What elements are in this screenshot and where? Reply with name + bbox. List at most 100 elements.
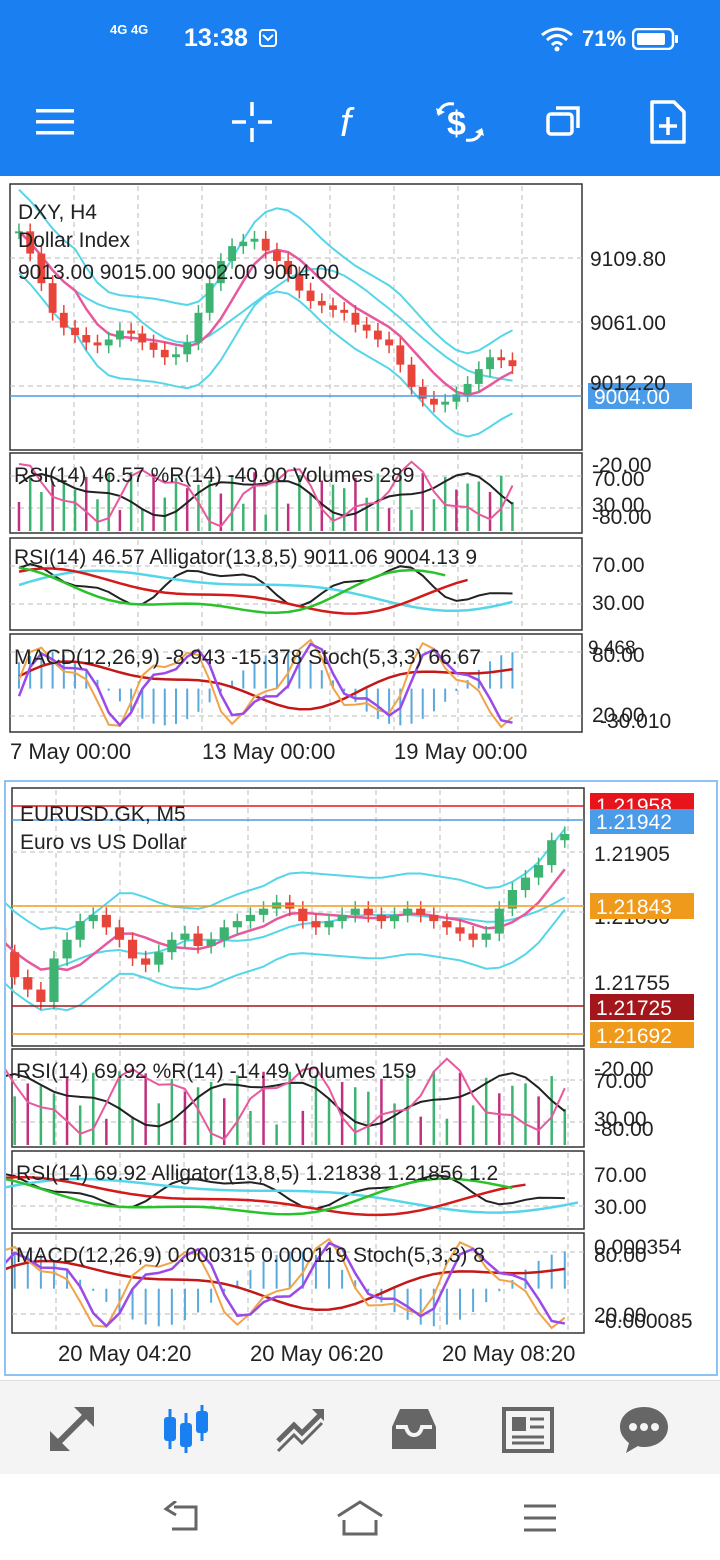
- crosshair-button[interactable]: [220, 90, 284, 154]
- eur-alligator-label: RSI(14) 69.92 Alligator(13,8,5) 1.21838 …: [16, 1162, 498, 1185]
- stoch-k-line: [18, 638, 514, 729]
- candle: [167, 939, 177, 953]
- dxy-description: Dollar Index: [18, 229, 131, 252]
- eur-main-frame: [11, 787, 585, 1047]
- status-time: 13:38: [184, 24, 248, 52]
- dxy-chart[interactable]: 9004.00 DXY, H4 Dollar Index 9013.00 901…: [0, 176, 720, 778]
- eur-price-badge-text: 1.21692: [596, 1025, 672, 1048]
- dxy-sub3-tick: 80.00: [592, 644, 645, 667]
- eur-sub2-tick: 30.00: [594, 1196, 647, 1219]
- candle: [88, 914, 98, 922]
- dxy-rsi-label: RSI(14) 46.57 %R(14) -40.00 Volumes 289: [14, 464, 414, 487]
- candle: [452, 394, 461, 402]
- candle: [486, 357, 494, 370]
- windows-icon: [546, 106, 580, 136]
- eur-price-badge-darkred: [590, 994, 694, 1020]
- eur-sub1-tick: -20.00: [594, 1058, 654, 1081]
- back-button[interactable]: [150, 1496, 210, 1540]
- dxy-symbol: DXY, H4: [18, 201, 97, 224]
- candle: [463, 383, 472, 395]
- candle: [59, 312, 68, 328]
- candle: [205, 283, 214, 313]
- candle: [160, 349, 169, 358]
- candle: [36, 989, 46, 1002]
- alligator-lips-line: [18, 566, 446, 615]
- menu-button[interactable]: [24, 90, 88, 154]
- candle: [49, 958, 59, 1002]
- nav-chart[interactable]: [156, 1399, 216, 1459]
- candle: [219, 927, 229, 940]
- eurusd-chart-window[interactable]: 1.21958 1.21942 1.21905 1.21830 1.21843 …: [0, 780, 718, 1376]
- candle: [298, 908, 308, 922]
- dxy-chart-window[interactable]: 9004.00 DXY, H4 Dollar Index 9013.00 901…: [0, 176, 720, 778]
- app-bar: 4G 4G 13:38 71% f $: [0, 0, 720, 176]
- chat-icon: [620, 1407, 668, 1453]
- function-icon: f: [340, 101, 355, 144]
- nav-trade[interactable]: [270, 1399, 330, 1459]
- eur-time-tick: 20 May 06:20: [250, 1341, 383, 1366]
- new-order-button[interactable]: [636, 90, 700, 154]
- candle: [82, 335, 91, 343]
- alligator-jaw-line: [18, 569, 513, 613]
- dxy-ohlc: 9013.00 9015.00 9002.00 9004.00: [18, 261, 339, 284]
- system-navigation: [0, 1474, 720, 1560]
- wifi-icon: [541, 27, 573, 52]
- candle: [193, 933, 203, 946]
- windows-button[interactable]: [532, 90, 596, 154]
- sim-icon: [259, 29, 277, 47]
- middle-band-line: [0, 896, 566, 971]
- dxy-price-tick: 9012.20: [590, 372, 666, 395]
- dxy-sub1-tick: -80.00: [592, 506, 652, 529]
- trade-button[interactable]: $: [428, 90, 492, 154]
- battery-icon: [632, 28, 678, 50]
- candle: [373, 330, 382, 340]
- candle: [497, 357, 506, 361]
- candle: [101, 914, 111, 928]
- news-icon: [502, 1407, 554, 1453]
- candle: [363, 908, 373, 915]
- alligator-teeth-line: [18, 567, 468, 615]
- upper-band-line: [0, 828, 566, 931]
- home-button[interactable]: [330, 1496, 390, 1540]
- nav-chat[interactable]: [614, 1399, 674, 1459]
- candle: [418, 386, 427, 399]
- alligator-jaw-line: [0, 1177, 579, 1214]
- candle: [26, 231, 35, 254]
- candle: [48, 283, 57, 313]
- candle: [239, 241, 248, 247]
- candle: [183, 342, 192, 355]
- eur-price-tick: 1.21905: [594, 843, 670, 866]
- candle: [520, 877, 531, 890]
- candle: [389, 914, 400, 922]
- nav-quotes[interactable]: [42, 1399, 102, 1459]
- candle: [138, 333, 147, 343]
- eurusd-chart[interactable]: 1.21958 1.21942 1.21905 1.21830 1.21843 …: [0, 782, 716, 1374]
- williams-r-line: [0, 1057, 566, 1141]
- candle: [337, 914, 347, 922]
- dxy-sub3-tick: 20.00: [592, 704, 645, 727]
- battery-percent: 71%: [582, 26, 627, 51]
- dxy-time-tick: 13 May 00:00: [202, 739, 335, 764]
- dxy-price-tick: 9061.00: [590, 312, 666, 335]
- dxy-main-frame: [9, 183, 583, 451]
- candle: [481, 933, 491, 940]
- candle: [494, 908, 504, 934]
- candle: [149, 342, 158, 350]
- indicators-button[interactable]: f: [322, 90, 386, 154]
- nav-news[interactable]: [498, 1399, 558, 1459]
- eur-description: Euro vs US Dollar: [20, 831, 187, 854]
- candle: [407, 364, 416, 387]
- candle: [232, 921, 242, 928]
- candle: [350, 908, 360, 915]
- eur-price-badge-text: 1.21725: [596, 997, 672, 1020]
- status-bar: 4G 4G 13:38 71%: [0, 0, 720, 76]
- candle: [15, 231, 23, 234]
- dxy-sub1-frame: [9, 452, 583, 534]
- candle: [194, 312, 203, 343]
- candle: [141, 958, 151, 965]
- nav-history[interactable]: [384, 1399, 444, 1459]
- recents-button[interactable]: [510, 1496, 570, 1540]
- bottom-navigation: [0, 1380, 720, 1475]
- candle: [180, 933, 190, 940]
- candle: [311, 921, 321, 928]
